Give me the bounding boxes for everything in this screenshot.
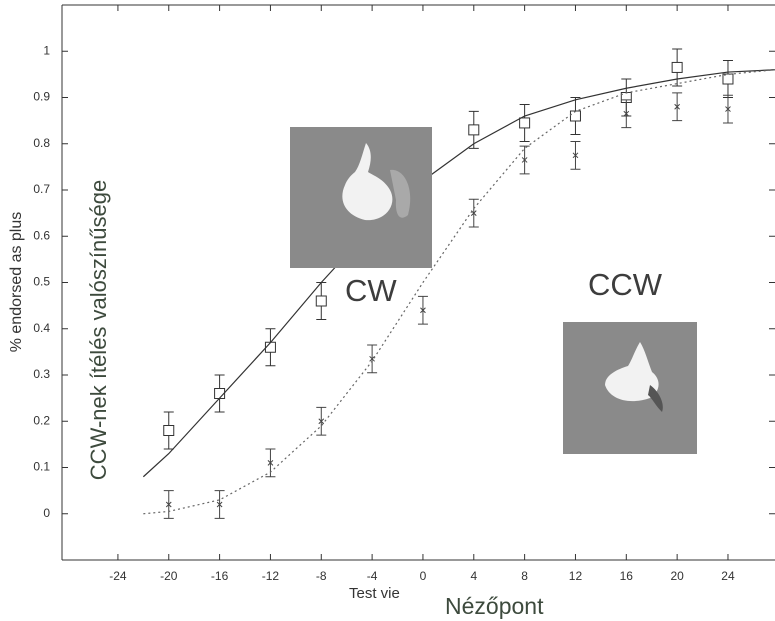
y-axis-label: % endorsed as plus	[8, 212, 25, 353]
y-tick-label: 0.6	[33, 228, 50, 242]
y-tick-label: 0.4	[33, 321, 50, 335]
y-tick-label: 0.1	[33, 460, 50, 474]
x-tick-label: -12	[262, 569, 280, 583]
x-tick-label: 0	[420, 569, 427, 583]
point	[164, 426, 174, 436]
x-tick-label: 20	[670, 569, 684, 583]
page: {"chart_data": {"type": "scatter", "xlab…	[0, 0, 775, 621]
y-tick-label: 0.5	[33, 275, 50, 289]
y-tick-label: 0.7	[33, 182, 50, 196]
x-axis-label: Test vie	[349, 585, 400, 602]
annotation: CW	[345, 273, 397, 308]
point	[570, 111, 580, 121]
x-tick-label: 12	[569, 569, 583, 583]
point	[316, 296, 326, 306]
thumbnail-cw	[290, 127, 432, 268]
x-axis-label-overlay: Nézőpont	[445, 593, 544, 619]
y-tick-label: 0.3	[33, 367, 50, 381]
x-tick-label: 16	[620, 569, 634, 583]
x-tick-label: 8	[521, 569, 528, 583]
x-tick-label: -16	[211, 569, 229, 583]
x-tick-label: -20	[160, 569, 178, 583]
point	[672, 62, 682, 72]
x-tick-label: -8	[316, 569, 327, 583]
y-tick-label: 0.9	[33, 90, 50, 104]
x-tick-label: 24	[721, 569, 735, 583]
thumbnail-ccw	[563, 322, 697, 454]
y-tick-label: 0.8	[33, 136, 50, 150]
x-tick-label: -4	[367, 569, 378, 583]
point	[469, 125, 479, 135]
y-axis-label-overlay: CCW-nek ítélés valószínűsége	[86, 180, 111, 480]
x-tick-label: -24	[109, 569, 127, 583]
y-tick-label: 0	[43, 506, 50, 520]
annotation: CCW	[588, 267, 663, 302]
point	[520, 118, 530, 128]
y-tick-label: 0.2	[33, 413, 50, 427]
y-tick-label: 1	[43, 43, 50, 57]
x-tick-label: 4	[470, 569, 477, 583]
plot-area: 0 0.1 0.2 0.3 0.4 0.5 0.6 0.7 0.8 0.9 1 -24 -20 -16 -1…	[33, 5, 775, 583]
chart: 0 0.1 0.2 0.3 0.4 0.5 0.6 0.7 0.8 0.9 1 -24 -20 -16 -1…	[0, 0, 775, 621]
